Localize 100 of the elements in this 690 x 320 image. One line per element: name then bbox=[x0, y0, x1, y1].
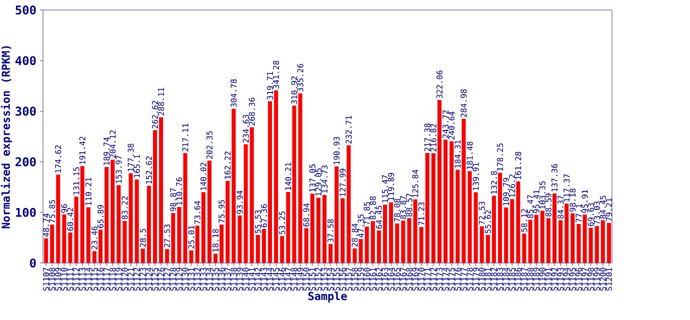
y-tick-label: 100 bbox=[16, 208, 36, 217]
bar bbox=[534, 214, 538, 263]
y-tick-label: 200 bbox=[16, 157, 36, 166]
bar bbox=[116, 185, 121, 263]
bar bbox=[346, 145, 351, 263]
bar bbox=[256, 234, 260, 263]
bar bbox=[110, 160, 115, 263]
bar bbox=[504, 207, 508, 263]
bar bbox=[576, 224, 581, 263]
bar bbox=[189, 250, 194, 263]
bar bbox=[140, 248, 145, 263]
bar bbox=[268, 101, 272, 263]
bar bbox=[486, 234, 490, 263]
bar bbox=[280, 236, 284, 263]
bar bbox=[334, 166, 339, 263]
bar bbox=[304, 228, 308, 263]
bar bbox=[450, 141, 454, 263]
bar bbox=[606, 222, 611, 263]
bar bbox=[68, 232, 72, 263]
bar bbox=[316, 198, 320, 263]
bar bbox=[558, 220, 563, 263]
bar bbox=[456, 170, 460, 263]
bar bbox=[600, 220, 605, 263]
bar bbox=[431, 153, 436, 263]
y-tick-label: 400 bbox=[15, 56, 36, 66]
bar bbox=[214, 254, 218, 263]
bar bbox=[582, 214, 587, 263]
bar bbox=[183, 153, 188, 263]
bar bbox=[358, 239, 363, 263]
bar bbox=[480, 226, 484, 263]
bar bbox=[274, 90, 278, 263]
bar bbox=[146, 186, 151, 263]
bar bbox=[364, 226, 369, 263]
bar bbox=[376, 230, 381, 263]
bar bbox=[298, 93, 302, 263]
bar bbox=[177, 206, 182, 263]
y-tick-label: 500 bbox=[16, 5, 36, 15]
bar bbox=[152, 130, 157, 263]
bar bbox=[444, 140, 448, 263]
bar bbox=[92, 251, 96, 263]
bar bbox=[286, 192, 290, 263]
bar bbox=[588, 228, 593, 263]
bar bbox=[437, 100, 442, 263]
bar bbox=[134, 179, 139, 263]
bar bbox=[159, 117, 164, 263]
bar bbox=[98, 230, 103, 263]
bar bbox=[56, 174, 60, 263]
bar bbox=[474, 192, 478, 263]
bar bbox=[413, 199, 418, 263]
y-tick-label: 300 bbox=[16, 106, 36, 116]
bar bbox=[594, 226, 599, 263]
bar bbox=[50, 224, 54, 263]
bar bbox=[370, 221, 375, 263]
bar bbox=[498, 172, 502, 263]
bar bbox=[322, 194, 326, 263]
bar bbox=[226, 180, 230, 263]
bar bbox=[262, 228, 266, 263]
bar bbox=[238, 215, 242, 263]
bar bbox=[419, 226, 424, 263]
bar bbox=[395, 223, 400, 263]
bar bbox=[407, 218, 412, 263]
bar bbox=[328, 244, 333, 263]
bar bbox=[171, 212, 176, 263]
bar bbox=[340, 198, 345, 263]
y-tick-label: 0 bbox=[30, 258, 36, 268]
bar bbox=[401, 220, 406, 263]
bar bbox=[74, 196, 78, 263]
bar bbox=[80, 166, 84, 263]
bar bbox=[104, 166, 109, 263]
bar bbox=[462, 118, 466, 263]
bar bbox=[244, 144, 248, 263]
x-axis-title: Sample bbox=[308, 292, 347, 302]
bar bbox=[540, 210, 544, 263]
bar bbox=[564, 204, 569, 263]
bar bbox=[383, 204, 388, 263]
bar bbox=[86, 207, 90, 263]
bar bbox=[232, 108, 236, 263]
bar bbox=[425, 153, 430, 263]
bar bbox=[122, 220, 127, 263]
bar bbox=[195, 226, 200, 263]
bar bbox=[528, 220, 532, 263]
bar bbox=[201, 192, 206, 263]
bar bbox=[522, 234, 526, 263]
bar bbox=[552, 193, 556, 263]
bar bbox=[62, 214, 66, 263]
bar bbox=[570, 213, 575, 263]
y-axis-title: Normalized expression (RPKM) bbox=[0, 46, 12, 228]
bar bbox=[546, 218, 550, 263]
bar bbox=[352, 248, 357, 263]
bar bbox=[292, 106, 296, 263]
bar bbox=[389, 202, 394, 263]
bar bbox=[310, 194, 314, 263]
bar bbox=[250, 127, 254, 263]
bar bbox=[44, 238, 48, 263]
bar bbox=[516, 181, 520, 263]
bar bbox=[468, 171, 472, 263]
bar bbox=[510, 199, 514, 263]
bar bbox=[492, 196, 496, 263]
bar bbox=[128, 173, 133, 263]
bar bbox=[220, 224, 224, 263]
